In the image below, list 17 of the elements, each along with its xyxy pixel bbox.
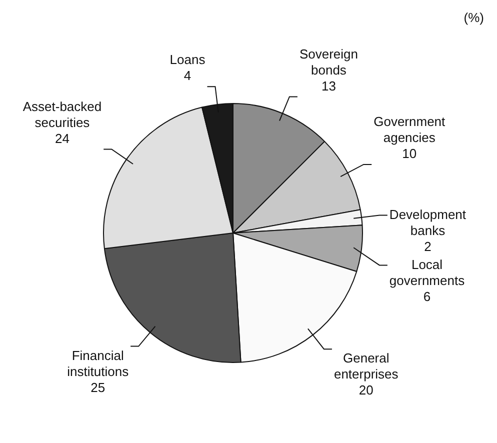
slice-label: Development banks	[389, 206, 466, 238]
data-label: 20	[358, 382, 374, 398]
slice-label: Asset-backed securities	[22, 98, 102, 130]
slice-label: General enterprises	[334, 350, 399, 382]
slice-label: Sovereign bonds	[299, 46, 358, 78]
data-label: 13	[321, 78, 336, 94]
data-label: 10	[402, 146, 417, 162]
slice-label: Financial institutions	[67, 348, 130, 379]
slice-label: Government agencies	[374, 114, 446, 146]
data-label: 25	[90, 380, 106, 395]
data-label: 6	[423, 288, 431, 304]
slice-label: Local governments	[389, 256, 466, 288]
slice-label: Loans	[170, 52, 206, 68]
text: (%)	[464, 10, 484, 26]
data-label: 24	[54, 130, 70, 146]
data-label: 4	[184, 68, 192, 84]
data-label: 2	[424, 238, 432, 254]
